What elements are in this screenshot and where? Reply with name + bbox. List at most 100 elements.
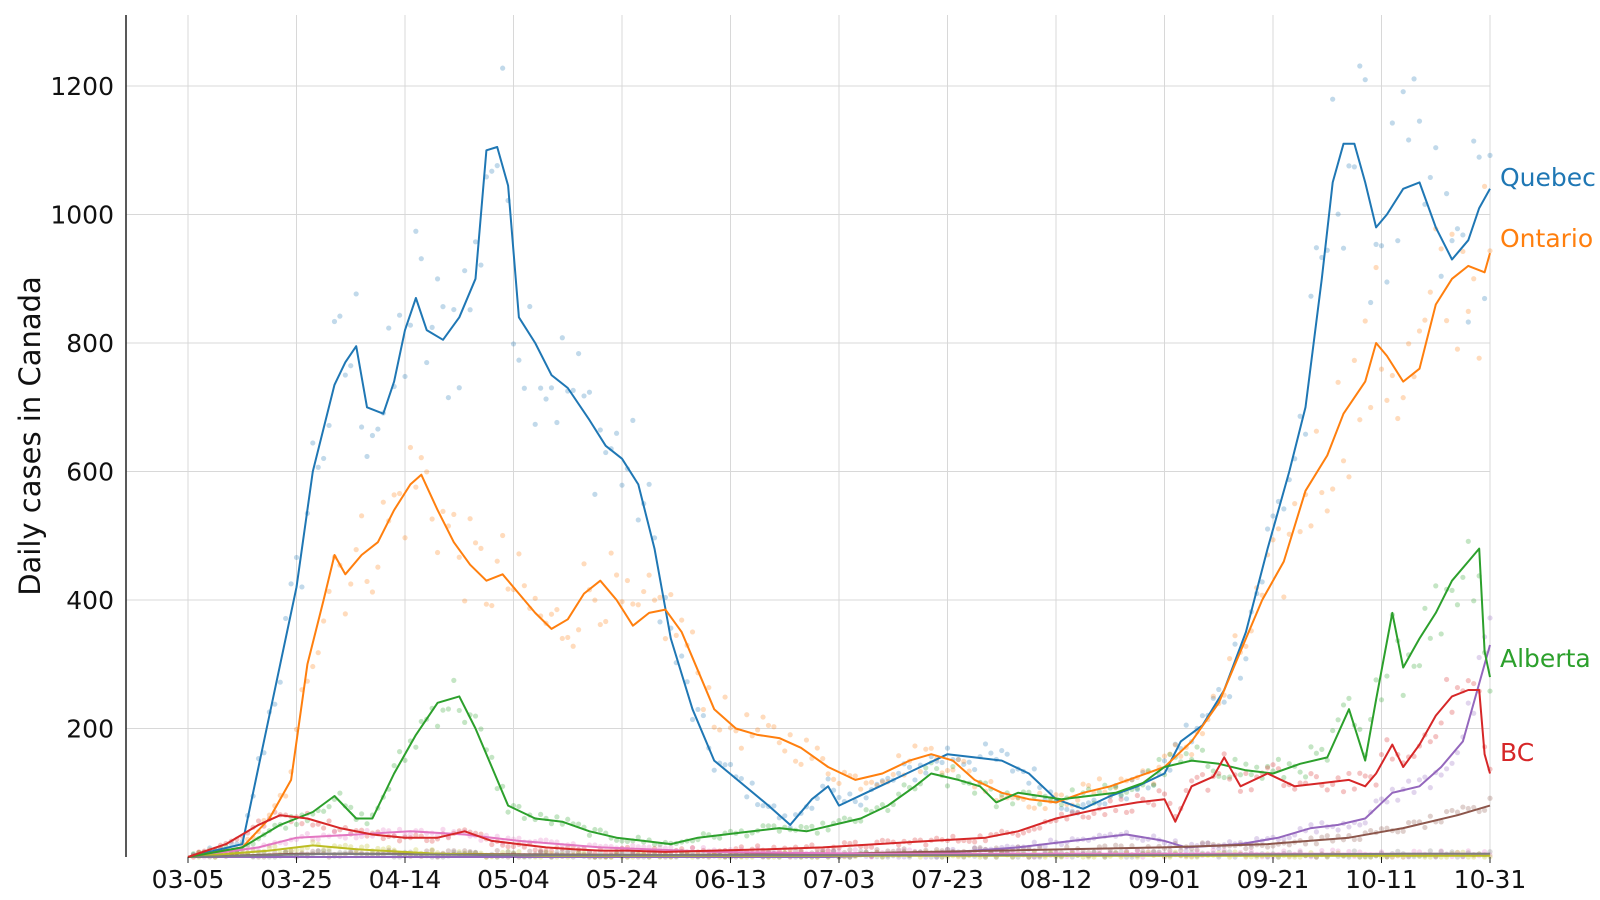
daily-point xyxy=(505,848,511,855)
daily-dots-2 xyxy=(190,538,1493,858)
daily-point xyxy=(1227,776,1233,782)
daily-point xyxy=(467,848,473,855)
daily-point xyxy=(798,823,804,830)
daily-dots-4 xyxy=(847,615,1493,860)
daily-point xyxy=(1172,742,1178,748)
daily-point xyxy=(825,776,831,782)
daily-point xyxy=(1102,811,1108,818)
daily-point xyxy=(1178,847,1184,854)
daily-point xyxy=(1313,245,1319,251)
daily-point xyxy=(1319,489,1325,496)
daily-point xyxy=(972,845,978,851)
daily-point xyxy=(858,786,864,792)
daily-point xyxy=(1037,790,1043,796)
daily-point xyxy=(863,780,869,786)
daily-point xyxy=(1123,809,1130,816)
daily-point xyxy=(1411,663,1417,669)
daily-point xyxy=(1308,771,1314,777)
daily-point xyxy=(972,839,978,845)
daily-point xyxy=(1460,804,1466,810)
daily-point xyxy=(1465,308,1471,315)
daily-point xyxy=(1357,63,1363,69)
daily-point xyxy=(1384,279,1390,285)
daily-point xyxy=(386,845,392,851)
daily-point xyxy=(521,815,527,822)
daily-point xyxy=(570,643,576,649)
series-label-alberta: Alberta xyxy=(1500,644,1591,673)
daily-point xyxy=(923,746,929,752)
daily-point xyxy=(966,759,972,765)
daily-point xyxy=(1373,264,1379,271)
daily-point xyxy=(722,762,728,768)
daily-point xyxy=(1416,777,1423,783)
daily-point xyxy=(1297,529,1303,535)
daily-point xyxy=(982,838,989,844)
daily-point xyxy=(1281,836,1287,842)
daily-point xyxy=(375,564,381,570)
daily-point xyxy=(771,724,777,730)
daily-point xyxy=(424,837,430,844)
y-tick-label: 1200 xyxy=(50,72,114,101)
daily-point xyxy=(657,619,663,625)
daily-point xyxy=(825,847,831,854)
daily-point xyxy=(1335,775,1341,781)
daily-point xyxy=(879,802,886,808)
daily-point xyxy=(1335,848,1341,854)
x-tick-label: 10-31 xyxy=(1454,865,1527,894)
daily-point xyxy=(1216,770,1222,777)
daily-point xyxy=(1378,243,1385,249)
daily-point xyxy=(662,636,669,642)
daily-point xyxy=(321,808,327,814)
daily-point xyxy=(331,828,338,834)
x-tick-label: 09-21 xyxy=(1237,865,1310,894)
x-tick-label: 09-01 xyxy=(1128,865,1201,894)
daily-point xyxy=(1286,531,1292,537)
daily-point xyxy=(255,818,262,824)
daily-point xyxy=(896,791,902,797)
daily-point xyxy=(299,584,305,590)
x-tick-label: 05-24 xyxy=(586,865,659,894)
y-tick-label: 200 xyxy=(66,715,114,744)
daily-point xyxy=(407,444,414,451)
daily-point xyxy=(500,842,506,848)
daily-point xyxy=(456,385,462,391)
daily-point xyxy=(1406,778,1412,784)
daily-point xyxy=(1026,780,1032,786)
daily-point xyxy=(760,823,766,829)
daily-point xyxy=(538,811,544,817)
daily-point xyxy=(1487,615,1493,621)
daily-point xyxy=(1227,774,1233,780)
daily-point xyxy=(532,847,538,853)
daily-point xyxy=(944,783,951,789)
daily-point xyxy=(972,766,978,773)
daily-point xyxy=(1454,750,1461,756)
daily-point xyxy=(1411,374,1417,380)
daily-point xyxy=(559,635,565,642)
daily-point xyxy=(1010,801,1016,807)
daily-point xyxy=(852,773,858,779)
daily-point xyxy=(1161,791,1168,797)
daily-point xyxy=(293,821,300,827)
daily-point xyxy=(1227,694,1233,700)
daily-point xyxy=(538,849,544,855)
daily-point xyxy=(380,835,386,842)
daily-point xyxy=(494,847,500,854)
daily-point xyxy=(516,803,522,810)
daily-point xyxy=(1330,486,1336,492)
daily-point xyxy=(1454,346,1461,352)
daily-point xyxy=(1189,778,1195,784)
daily-point xyxy=(293,554,300,561)
daily-point xyxy=(646,481,652,487)
daily-point xyxy=(1264,526,1271,532)
series-line-unlabeled-6 xyxy=(187,830,1490,858)
x-tick-label: 07-23 xyxy=(911,865,984,894)
daily-point xyxy=(885,775,891,781)
daily-point xyxy=(1411,848,1417,854)
daily-point xyxy=(722,694,728,700)
daily-point xyxy=(1172,741,1178,747)
daily-point xyxy=(1270,762,1276,768)
daily-point xyxy=(738,745,744,751)
daily-point xyxy=(1324,757,1330,763)
daily-point xyxy=(793,758,799,764)
daily-point xyxy=(744,794,750,800)
